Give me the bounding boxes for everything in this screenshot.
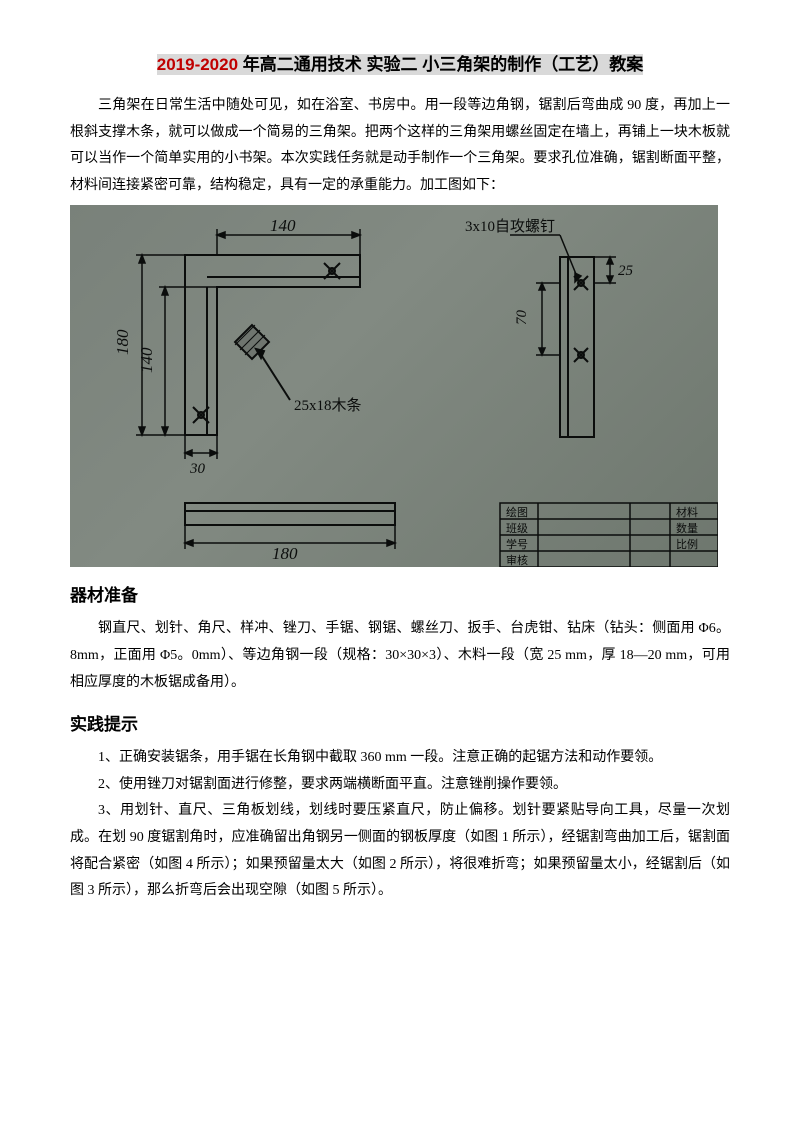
dim-140-top: 140	[270, 216, 296, 235]
intro-paragraph: 三角架在日常生活中随处可见，如在浴室、书房中。用一段等边角钢，锯割后弯曲成 90…	[70, 93, 730, 199]
page-title: 2019-2020 年高二通用技术 实验二 小三角架的制作（工艺）教案	[70, 50, 730, 75]
dim-25: 25	[618, 263, 634, 279]
label-screw: 3x10自攻螺钉	[465, 218, 555, 235]
tb-r1b: 材料	[676, 505, 698, 519]
step-2: 2、使用锉刀对锯割面进行修整，要求两端横断面平直。注意锉削操作要领。	[70, 772, 730, 799]
dim-180-left: 180	[113, 329, 132, 355]
practice-heading: 实践提示	[70, 710, 730, 735]
equipment-text: 钢直尺、划针、角尺、样冲、锉刀、手锯、钢锯、螺丝刀、扳手、台虎钳、钻床（钻头：侧…	[70, 616, 730, 696]
engineering-diagram: 140 3x10自攻螺钉 25 70 180 140 30 25x18木条 18…	[70, 205, 718, 567]
tb-r3b: 比例	[676, 537, 698, 551]
dim-30: 30	[189, 461, 206, 477]
tb-r2: 班级	[506, 522, 528, 535]
title-rest: 年高二通用技术 实验二 小三角架的制作（工艺）教案	[238, 54, 643, 75]
dim-140-left: 140	[137, 347, 156, 373]
tb-r2b: 数量	[676, 522, 698, 535]
step-1: 1、正确安装锯条，用手锯在长角钢中截取 360 mm 一段。注意正确的起锯方法和…	[70, 745, 730, 772]
title-year: 2019-2020	[157, 54, 238, 75]
tb-r3: 学号	[506, 537, 528, 551]
tb-r1: 绘图	[506, 505, 528, 519]
dim-180-bottom: 180	[272, 544, 298, 563]
equipment-heading: 器材准备	[70, 581, 730, 606]
tb-r4: 审核	[506, 553, 528, 567]
step-3: 3、用划针、直尺、三角板划线，划线时要压紧直尺，防止偏移。划针要紧贴导向工具，尽…	[70, 798, 730, 904]
dim-70: 70	[514, 310, 530, 326]
label-wood: 25x18木条	[294, 397, 362, 414]
